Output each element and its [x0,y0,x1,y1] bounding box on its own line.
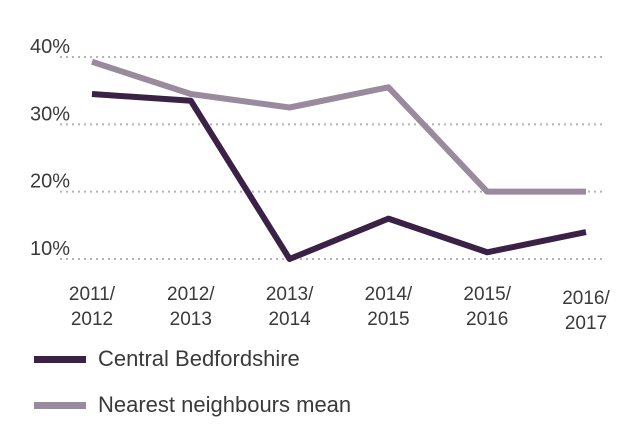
y-tick-label: 40% [30,36,70,58]
x-tick-label-line: 2012 [71,309,113,330]
legend-label: Nearest neighbours mean [98,392,352,417]
gridlines [60,56,604,260]
x-tick-label: 2013/2014 [266,284,314,330]
x-tick-label-line: 2011/ [69,284,116,305]
legend-label: Central Bedfordshire [98,346,300,371]
x-tick-label: 2015/2016 [463,284,511,330]
x-tick-label-line: 2012/ [167,284,215,305]
legend-swatch [34,355,86,363]
series-line-nearest-neighbours-mean [91,58,586,195]
x-tick-label-line: 2017 [565,313,607,334]
x-tick-label: 2012/2013 [167,284,215,330]
y-tick-label: 10% [30,238,70,260]
series-line-central-bedfordshire [91,91,587,262]
x-axis-ticks: 2011/20122012/20132013/20142014/20152015… [69,284,611,334]
line-chart: 40% 30% 20% 10% 2011/2012 2012/2013 2013/2014… [30,36,611,334]
y-tick-label: 20% [30,171,70,193]
legend-item-central-bedfordshire: Central Bedfordshire [34,346,300,372]
y-axis-ticks: 40% 30% 20% 10% [30,36,70,260]
legend-swatch [34,401,86,409]
x-tick-label-line: 2014 [268,309,311,330]
x-tick-label: 2016/2017 [562,288,610,334]
legend-item-nearest-neighbours-mean: Nearest neighbours mean [34,392,351,418]
x-tick-label: 2011/2012 [69,284,116,330]
series-lines [91,58,587,262]
x-tick-label-line: 2016 [466,309,508,330]
x-tick-label-line: 2014/ [365,284,413,305]
x-tick-label-line: 2015/ [463,284,511,305]
x-tick-label-line: 2013 [170,309,212,330]
y-tick-label: 30% [30,103,70,125]
x-tick-label-line: 2016/ [562,288,610,309]
x-tick-label: 2014/2015 [365,284,413,330]
x-tick-label-line: 2015 [367,309,409,330]
x-tick-label-line: 2013/ [266,284,314,305]
